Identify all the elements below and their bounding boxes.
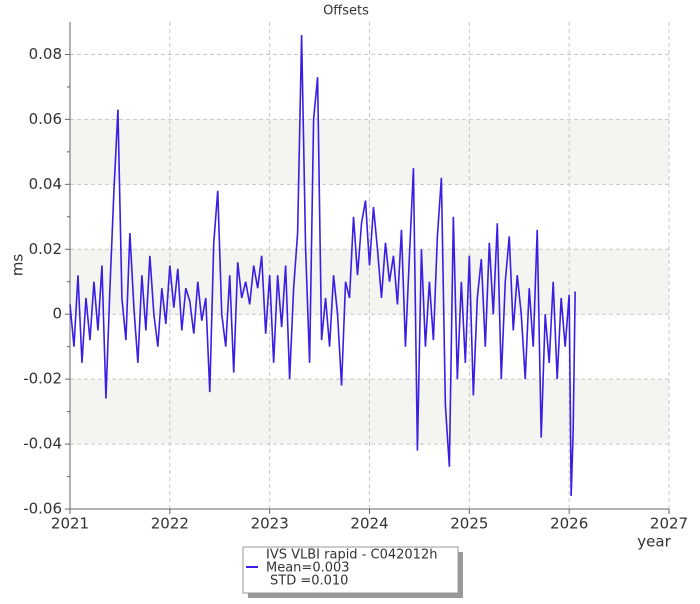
x-tick-label: 2024 [350,515,388,533]
legend-note: STD =0.010 [270,574,348,589]
x-tick-label: 2021 [51,515,89,533]
y-tick-label: -0.06 [23,500,62,518]
y-axis-label: ms [9,254,27,277]
chart-title: Offsets [323,4,369,19]
y-tick-label: -0.02 [23,370,62,388]
x-tick-label: 2025 [450,515,488,533]
x-axis-label: year [637,533,671,551]
y-tick-label: -0.04 [23,435,62,453]
legend-label: IVS VLBI rapid - C042012h [266,548,437,563]
x-tick-label: 2026 [550,515,588,533]
x-tick-label: 2023 [251,515,289,533]
y-tick-label: 0.06 [29,110,62,128]
legend-note: Mean=0.003 [266,561,350,576]
data-line [69,34,576,497]
legend-box [242,546,459,594]
y-tick-label: 0 [52,305,62,323]
y-tick-label: 0.08 [29,45,62,63]
x-tick-label: 2027 [650,515,688,533]
x-tick-label: 2022 [151,515,189,533]
y-tick-label: 0.04 [29,175,62,193]
y-tick-label: 0.02 [29,240,62,258]
